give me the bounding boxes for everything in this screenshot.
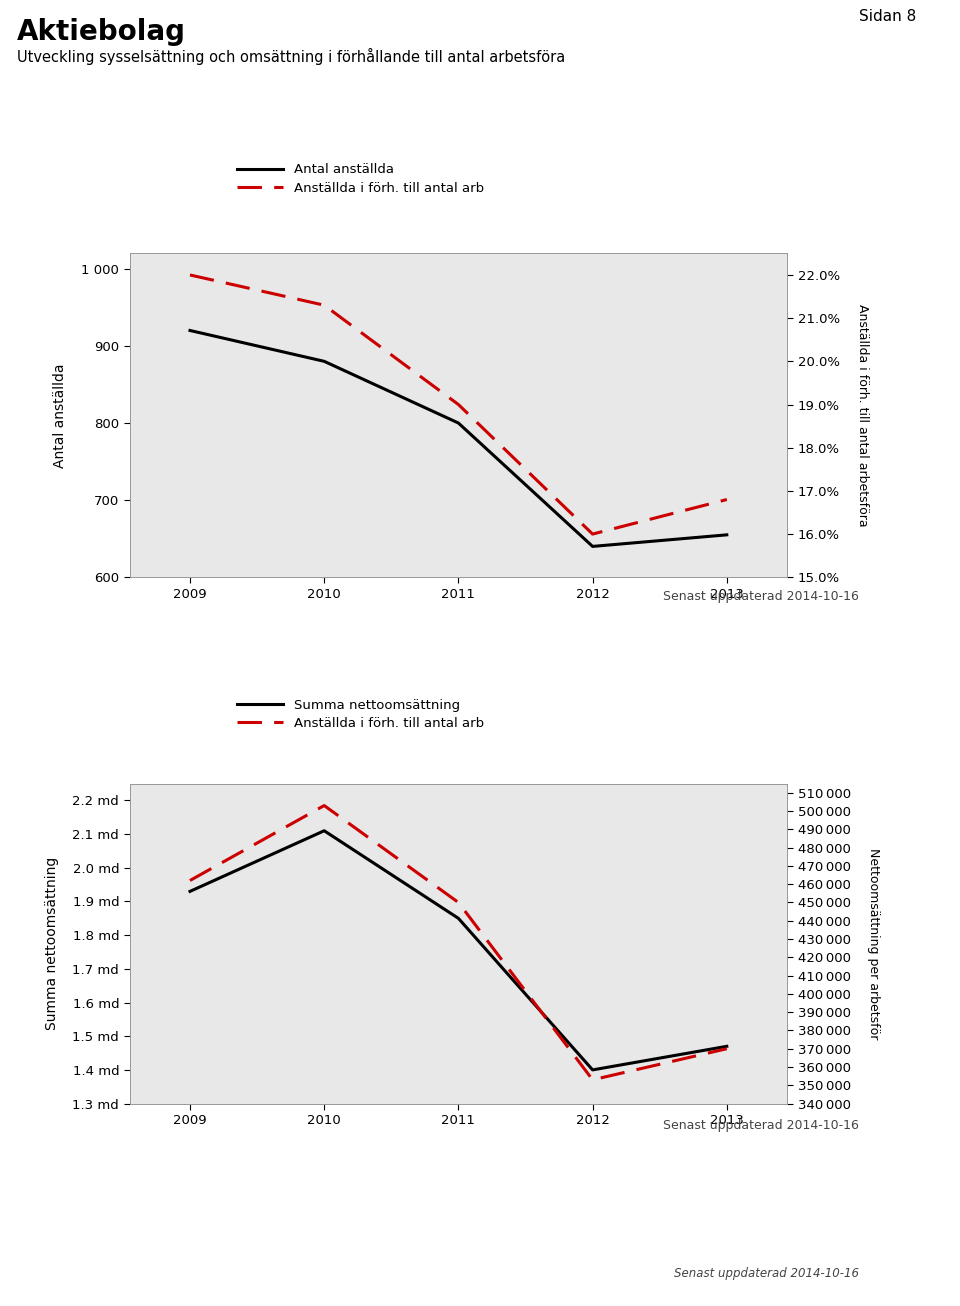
Y-axis label: Nettoomsättning per arbetsför: Nettoomsättning per arbetsför xyxy=(868,848,880,1040)
Text: Senast uppdaterad 2014-10-16: Senast uppdaterad 2014-10-16 xyxy=(663,590,859,603)
Legend: Antal anställda, Anställda i förh. till antal arb: Antal anställda, Anställda i förh. till … xyxy=(237,163,484,195)
Y-axis label: Anställda i förh. till antal arbetsföra: Anställda i förh. till antal arbetsföra xyxy=(856,304,870,526)
Text: Sidan 8: Sidan 8 xyxy=(859,9,917,24)
Y-axis label: Summa nettoomsättning: Summa nettoomsättning xyxy=(44,857,59,1030)
Legend: Summa nettoomsättning, Anställda i förh. till antal arb: Summa nettoomsättning, Anställda i förh.… xyxy=(237,699,484,730)
Y-axis label: Antal anställda: Antal anställda xyxy=(54,363,67,468)
Text: Senast uppdaterad 2014-10-16: Senast uppdaterad 2014-10-16 xyxy=(674,1267,859,1280)
Text: Utveckling sysselsättning och omsättning i förhållande till antal arbetsföra: Utveckling sysselsättning och omsättning… xyxy=(17,48,565,65)
Text: Aktiebolag: Aktiebolag xyxy=(17,18,186,46)
Text: Senast uppdaterad 2014-10-16: Senast uppdaterad 2014-10-16 xyxy=(663,1119,859,1132)
